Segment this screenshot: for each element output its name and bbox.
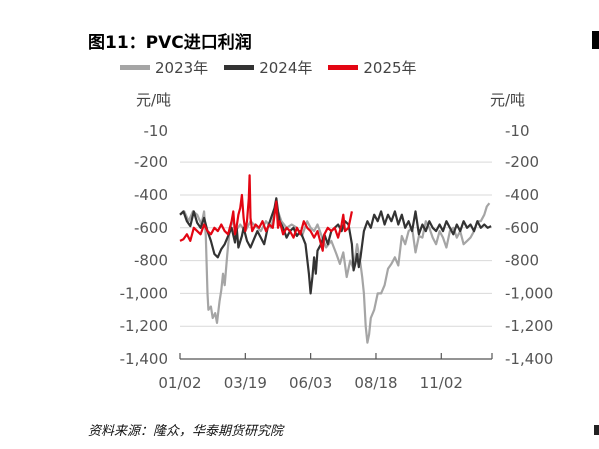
x-tick-label: 08/18 (354, 374, 397, 392)
legend-swatch-2025 (328, 64, 359, 70)
series-lines (179, 174, 492, 344)
y-tick-label-left: -600 (134, 219, 168, 237)
y-axis-unit-left: 元/吨 (136, 91, 172, 109)
edge-mark (592, 31, 599, 49)
y-tick-label-left: -400 (134, 186, 168, 204)
legend-swatch-2023 (120, 64, 150, 70)
series-line-2024 (179, 197, 492, 295)
chart-title: 图11：PVC进口利润 (88, 33, 252, 53)
y-tick-label-right: -1,400 (505, 350, 553, 368)
y-tick-label-right: -400 (505, 186, 539, 204)
legend-swatch-2024 (224, 64, 255, 70)
series-line-2023 (179, 202, 491, 344)
x-tick-label: 11/02 (420, 374, 463, 392)
y-tick-label-right: -10 (505, 122, 530, 140)
x-axis (179, 353, 493, 360)
legend-item-2023[interactable]: 2023年 (120, 57, 208, 78)
y-tick-label-right: -600 (505, 219, 539, 237)
y-axis-unit-right: 元/吨 (490, 91, 526, 109)
x-tick-label: 01/02 (158, 374, 201, 392)
y-tick-label-right: -200 (505, 153, 539, 171)
y-tick-label-left: -1,000 (120, 284, 168, 302)
series-line-2025 (179, 174, 353, 252)
y-tick-label-left: -800 (134, 252, 168, 270)
legend-item-2024[interactable]: 2024年 (224, 57, 312, 78)
y-tick-label-left: -1,200 (120, 317, 168, 335)
source-note: 资料来源：隆众，华泰期货研究院 (88, 424, 284, 439)
x-tick-label: 03/19 (224, 374, 267, 392)
y-tick-label-left: -200 (134, 153, 168, 171)
legend-label-2025: 2025年 (363, 58, 417, 77)
x-tick-label: 06/03 (289, 374, 332, 392)
legend-label-2024: 2024年 (259, 58, 313, 77)
y-tick-label-left: -1,400 (120, 350, 168, 368)
y-tick-label-right: -800 (505, 252, 539, 270)
legend: 2023年 2024年 2025年 (120, 56, 433, 78)
y-tick-label-left: -10 (144, 122, 169, 140)
y-tick-label-right: -1,000 (505, 284, 553, 302)
tick-labels: -10 -10 -200 -200 -400 -400 -600 -600 -800 -800 -1… (120, 122, 554, 392)
edge-mark-bottom (594, 425, 599, 435)
legend-label-2023: 2023年 (155, 58, 209, 77)
legend-item-2025[interactable]: 2025年 (328, 57, 417, 78)
y-tick-label-right: -1,200 (505, 317, 553, 335)
